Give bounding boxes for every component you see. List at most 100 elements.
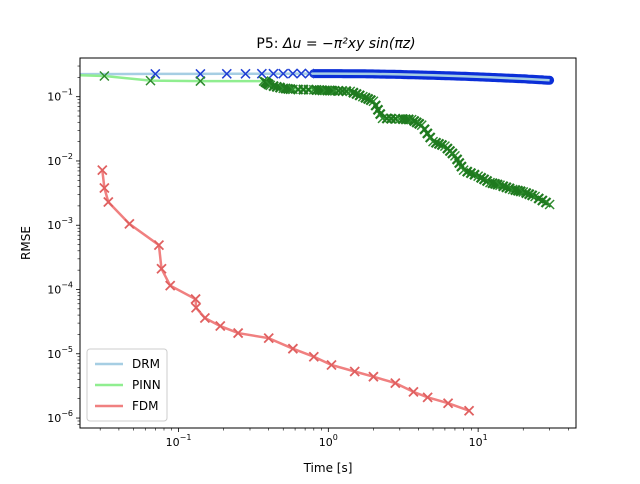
fdm-point-19 bbox=[408, 386, 419, 398]
pinn-point-25-stroke-b bbox=[518, 186, 529, 197]
fdm-point-17-stroke-b bbox=[368, 371, 379, 382]
pinn-point-2 bbox=[195, 76, 206, 87]
pinn-dense-point-10-2-stroke-b bbox=[351, 88, 362, 100]
fdm-point-9 bbox=[199, 312, 211, 324]
fdm-point-21 bbox=[442, 398, 454, 409]
fdm-point-4-stroke-b bbox=[153, 240, 165, 251]
drm-point-4 bbox=[240, 68, 251, 79]
drm-point-8 bbox=[287, 68, 298, 79]
fdm-point-14 bbox=[308, 351, 319, 362]
drm-point-9 bbox=[296, 68, 307, 79]
series-layer bbox=[80, 68, 555, 416]
legend: DRM PINN FDM bbox=[86, 348, 168, 422]
chart-title-prefix: P5: bbox=[256, 36, 283, 52]
pinn-dense-point-25-1-stroke-b bbox=[520, 187, 532, 199]
drm-point-2 bbox=[195, 68, 206, 79]
pinn-dense-point-25-2 bbox=[523, 188, 535, 200]
pinn-dense-point-26-3-stroke-b bbox=[540, 197, 552, 208]
fdm-point-3-stroke-b bbox=[124, 218, 135, 230]
drm-point-1 bbox=[150, 68, 161, 79]
fdm-point-18-stroke-b bbox=[390, 377, 401, 389]
fdm-point-3 bbox=[124, 218, 135, 230]
fdm-point-5 bbox=[156, 263, 167, 274]
pinn-dense-point-22-2-stroke-b bbox=[489, 178, 501, 190]
pinn-point-0 bbox=[99, 70, 110, 82]
pinn-dense-point-9-2 bbox=[337, 85, 348, 97]
pinn-point-12-stroke-b bbox=[368, 96, 379, 107]
pinn-dense-point-20-2-stroke-b bbox=[465, 167, 477, 179]
pinn-dense-point-21-3-stroke-b bbox=[481, 175, 493, 187]
series-fdm bbox=[97, 164, 475, 416]
legend-frame bbox=[86, 348, 168, 422]
pinn-dense-point-10-3-stroke-b bbox=[354, 90, 365, 101]
fdm-point-8 bbox=[190, 302, 202, 313]
fdm-point-12 bbox=[263, 333, 274, 344]
pinn-dense-point-22-1-stroke-b bbox=[487, 177, 498, 189]
drm-point-6-stroke-b bbox=[268, 68, 279, 79]
pinn-dense-point-19-3-stroke-b bbox=[456, 161, 467, 172]
legend-label-pinn: PINN bbox=[132, 378, 161, 392]
chart-title-math: Δu = −π²xy sin(πz) bbox=[282, 36, 416, 52]
pinn-dense-point-13-1-stroke-b bbox=[381, 113, 393, 124]
pinn-dense-point-25-2-stroke-b bbox=[523, 188, 535, 200]
pinn-point-23 bbox=[495, 180, 506, 191]
fdm-point-6-stroke-b bbox=[165, 280, 176, 291]
pinn-point-23-stroke-b bbox=[495, 180, 506, 191]
fdm-point-9-stroke-b bbox=[199, 312, 211, 324]
pinn-dense-point-23-2 bbox=[501, 182, 512, 193]
drm-point-10-stroke-b bbox=[304, 68, 315, 79]
fdm-point-6 bbox=[165, 280, 176, 291]
fdm-point-12-stroke-b bbox=[263, 333, 274, 344]
fdm-point-0-stroke-b bbox=[97, 164, 108, 176]
pinn-point-17 bbox=[428, 136, 439, 147]
pinn-dense-point-25-3-stroke-b bbox=[526, 190, 538, 201]
fdm-point-11-stroke-b bbox=[232, 327, 244, 339]
fdm-point-20-stroke-b bbox=[422, 392, 433, 403]
pinn-dense-point-17-2-stroke-b bbox=[433, 138, 445, 150]
pinn-dense-point-21-3 bbox=[481, 175, 493, 187]
drm-point-2-stroke-b bbox=[195, 68, 206, 79]
series-drm bbox=[80, 68, 555, 85]
fdm-point-18 bbox=[390, 377, 401, 389]
fdm-point-16-stroke-b bbox=[349, 366, 360, 377]
pinn-dense-point-17-2 bbox=[433, 138, 445, 150]
fdm-point-4 bbox=[153, 240, 165, 251]
drm-point-9-stroke-b bbox=[296, 68, 307, 79]
pinn-dense-point-24-2-stroke-b bbox=[512, 185, 524, 196]
fdm-point-1-stroke-b bbox=[99, 182, 110, 194]
fdm-point-15-stroke-b bbox=[326, 359, 337, 371]
drm-point-3-stroke-b bbox=[221, 68, 232, 79]
pinn-dense-point-13-2-stroke-b bbox=[385, 113, 397, 124]
fdm-point-13 bbox=[287, 343, 299, 354]
pinn-dense-point-14-3-stroke-b bbox=[403, 114, 414, 125]
pinn-dense-point-23-1-stroke-b bbox=[497, 180, 509, 192]
pinn-dense-point-23-2-stroke-b bbox=[501, 182, 512, 193]
pinn-point-10-stroke-b bbox=[345, 86, 356, 97]
fdm-point-5-stroke-b bbox=[156, 263, 167, 274]
fdm-point-19-stroke-b bbox=[408, 386, 419, 398]
fdm-point-21-stroke-b bbox=[442, 398, 454, 409]
pinn-dense-point-16-3-stroke-b bbox=[424, 132, 436, 143]
fdm-point-16 bbox=[349, 366, 360, 377]
pinn-dense-point-23-3-stroke-b bbox=[504, 183, 515, 194]
drm-point-5-stroke-b bbox=[256, 68, 267, 79]
pinn-dense-point-5-2-stroke-b bbox=[282, 83, 294, 95]
pinn-dense-point-22-3-stroke-b bbox=[492, 179, 503, 190]
pinn-dense-point-8-2-stroke-b bbox=[324, 85, 336, 96]
pinn-point-0-stroke-b bbox=[99, 70, 110, 82]
fdm-point-15 bbox=[326, 359, 337, 371]
fdm-point-17 bbox=[368, 371, 379, 382]
pinn-point-2-stroke-b bbox=[195, 76, 206, 87]
drm-point-8-stroke-b bbox=[287, 68, 298, 79]
drm-point-10 bbox=[304, 68, 315, 79]
pinn-dense-point-23-1 bbox=[497, 180, 509, 192]
pinn-dense-point-12-2-stroke-b bbox=[372, 104, 384, 116]
series-pinn bbox=[80, 70, 555, 210]
pinn-dense-point-26-2-stroke-b bbox=[537, 195, 548, 206]
pinn-point-20-stroke-b bbox=[458, 165, 469, 176]
y-axis-ticks: 10−610−510−410−310−210−1 bbox=[47, 65, 80, 425]
fdm-point-7 bbox=[190, 293, 201, 305]
legend-label-drm: DRM bbox=[132, 357, 160, 371]
drm-point-4-stroke-b bbox=[240, 68, 251, 79]
